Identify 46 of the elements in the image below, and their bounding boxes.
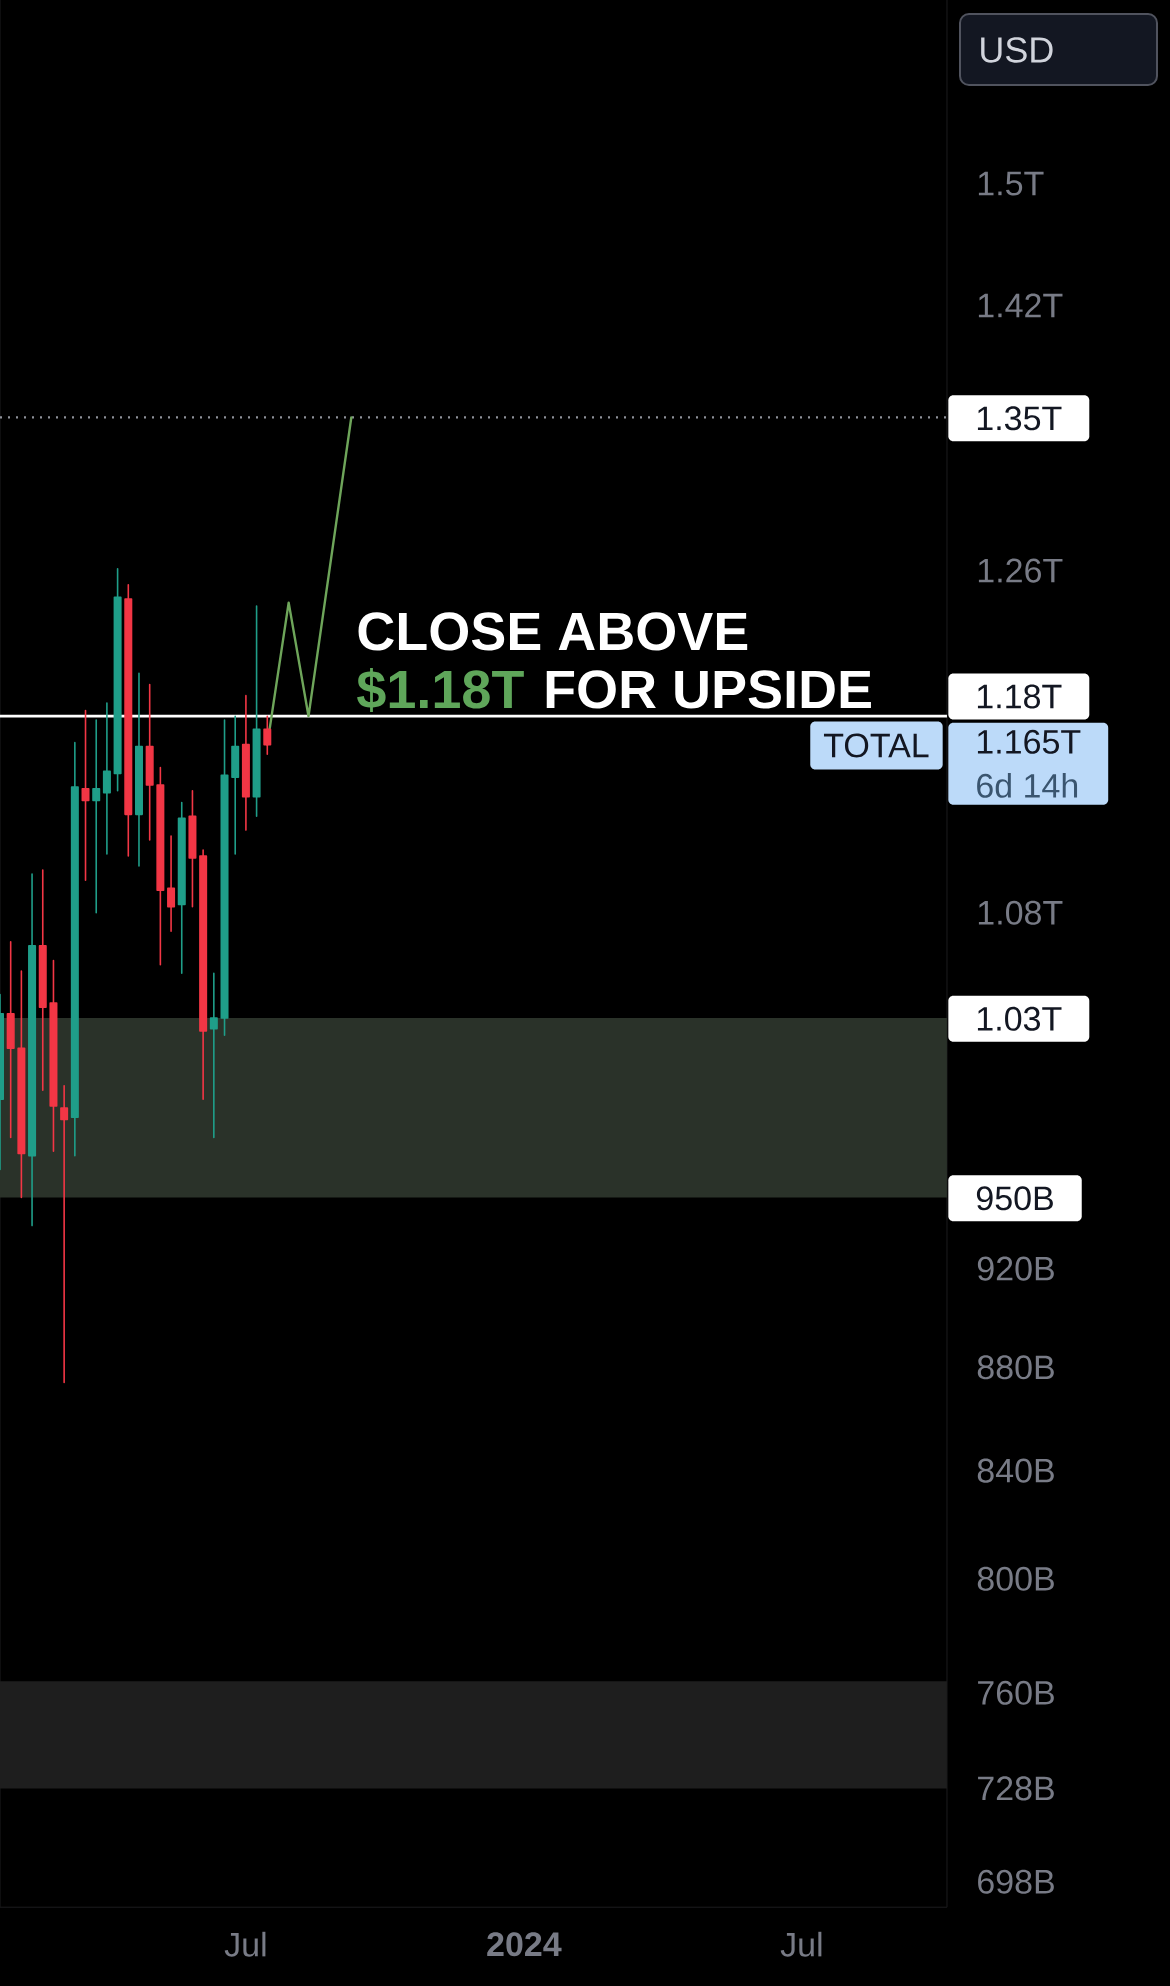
y-tick-label: 698B xyxy=(978,1869,1054,1894)
x-tick-label: Jul xyxy=(780,1931,822,1957)
candlestick xyxy=(209,972,218,1139)
annotation: TOTAL xyxy=(823,733,929,758)
annotation: $1.18T xyxy=(357,668,524,712)
candlestick xyxy=(231,715,240,855)
candlestick xyxy=(134,672,143,867)
text: 950B xyxy=(976,1186,1053,1211)
x-tick-label: 2024 xyxy=(487,1932,562,1957)
text: USD xyxy=(981,37,1053,63)
y-tick-label: 1.26T xyxy=(978,558,1063,583)
candlestick xyxy=(92,719,101,914)
annotation: FOR UPSIDE xyxy=(546,670,871,709)
candlestick xyxy=(70,741,79,1157)
candlestick xyxy=(17,970,26,1199)
ref-line-label: 1.18T xyxy=(977,684,1062,709)
candlestick xyxy=(263,715,272,755)
x-tick-label: Jul xyxy=(224,1931,266,1957)
candlestick xyxy=(60,1085,69,1384)
y-tick-label: 760B xyxy=(978,1680,1054,1705)
text: 1.165T xyxy=(977,729,1081,754)
y-tick-label: 1.5T xyxy=(978,171,1044,196)
candlestick xyxy=(188,789,197,908)
y-tick-label: 1.08T xyxy=(978,900,1063,925)
candlestick xyxy=(199,849,208,1101)
y-tick-label: 880B xyxy=(977,1355,1054,1380)
annotation: CLOSE ABOVE xyxy=(358,612,748,651)
y-tick-label: 920B xyxy=(977,1256,1054,1281)
candlestick xyxy=(220,719,229,1037)
candlestick xyxy=(38,869,47,1092)
candlestick xyxy=(167,835,176,933)
y-tick-label: 1.42T xyxy=(978,293,1063,318)
candlestick xyxy=(49,959,58,1152)
text: 1.03T xyxy=(977,1006,1062,1031)
candlestick xyxy=(241,694,250,831)
ref-line-label: 1.35T xyxy=(977,406,1062,431)
candlestick xyxy=(156,766,165,966)
candlestick xyxy=(124,583,133,857)
candlestick xyxy=(113,568,122,792)
y-tick-label: 800B xyxy=(977,1566,1054,1591)
candlestick xyxy=(28,873,37,1227)
y-tick-label: 728B xyxy=(978,1776,1054,1801)
y-tick-label: 840B xyxy=(977,1458,1054,1483)
text: 6d 14h xyxy=(977,772,1078,798)
candlestick xyxy=(177,801,186,975)
candlestick xyxy=(102,702,111,855)
